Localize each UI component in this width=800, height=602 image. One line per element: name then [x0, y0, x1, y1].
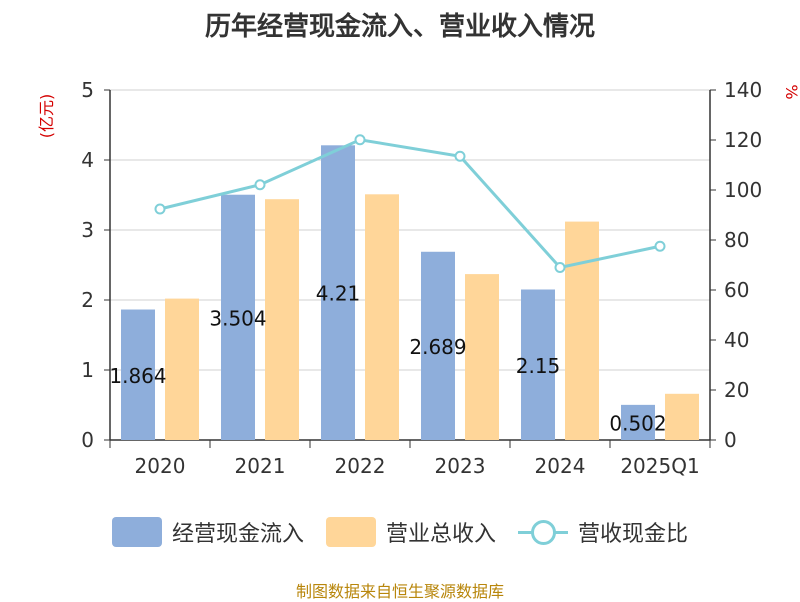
bar-revenue: [465, 274, 499, 440]
data-label-cash-inflow: 2.15: [516, 354, 561, 378]
left-tick-label: 3: [81, 218, 94, 242]
data-label-cash-inflow: 2.689: [409, 335, 466, 359]
data-label-cash-inflow: 1.864: [109, 364, 166, 388]
left-tick-label: 0: [81, 428, 94, 452]
right-axis-unit: %: [782, 84, 800, 99]
legend-label-cash-ratio: 营收现金比: [578, 522, 689, 547]
x-tick-label: 2022: [335, 454, 386, 478]
legend-line-marker-icon: [518, 517, 568, 547]
legend-item-cash-ratio[interactable]: 营收现金比: [518, 516, 688, 548]
legend-swatch-cash-inflow: [111, 517, 162, 547]
point-cash-ratio: [554, 262, 566, 273]
chart-title: 历年经营现金流入、营业收入情况: [204, 12, 595, 42]
bar-revenue: [365, 194, 399, 440]
bar-cash-inflow: [121, 309, 155, 440]
bar-revenue: [665, 393, 699, 440]
x-tick-label: 2025Q1: [620, 454, 699, 478]
point-cash-ratio: [654, 240, 666, 252]
legend-item-revenue[interactable]: 营业总收入: [325, 516, 496, 548]
x-tick-label: 2024: [535, 454, 586, 478]
point-cash-ratio: [354, 134, 366, 146]
right-tick-label: 40: [724, 328, 749, 352]
left-tick-label: 2: [81, 288, 94, 312]
left-tick-label: 5: [81, 78, 94, 102]
left-tick-label: 4: [81, 148, 94, 172]
bar-cash-inflow: [421, 251, 455, 440]
x-tick-label: 2021: [235, 454, 286, 478]
legend: 经营现金流入 营业总收入 营收现金比: [0, 516, 800, 548]
point-cash-ratio: [154, 203, 166, 215]
source-note: 制图数据来自恒生聚源数据库: [295, 582, 504, 601]
bar-revenue: [265, 199, 299, 440]
bar-cash-inflow: [521, 289, 555, 440]
legend-label-cash-inflow: 经营现金流入: [171, 522, 304, 547]
left-tick-label: 1: [81, 358, 94, 382]
data-label-cash-inflow: 0.502: [609, 411, 666, 435]
left-axis-unit: (亿元): [37, 94, 56, 139]
right-tick-label: 80: [724, 228, 749, 252]
bar-cash-inflow: [621, 404, 655, 440]
data-label-cash-inflow: 3.504: [209, 306, 266, 330]
legend-item-cash-inflow[interactable]: 经营现金流入: [111, 516, 304, 548]
point-cash-ratio: [454, 150, 466, 162]
bar-cash-inflow: [221, 194, 255, 440]
line-cash-ratio: [159, 138, 661, 270]
right-tick-label: 120: [724, 128, 762, 152]
data-label-cash-inflow: 4.21: [316, 282, 361, 306]
legend-label-revenue: 营业总收入: [385, 522, 496, 547]
right-tick-label: 60: [724, 278, 749, 302]
right-tick-label: 140: [724, 78, 762, 102]
x-tick-label: 2023: [435, 454, 486, 478]
right-tick-label: 20: [724, 378, 749, 402]
bar-cash-inflow: [321, 145, 355, 441]
point-cash-ratio: [254, 179, 266, 191]
bar-revenue: [565, 221, 599, 440]
x-tick-label: 2020: [135, 454, 186, 478]
bar-revenue: [165, 298, 199, 440]
right-tick-label: 0: [724, 428, 737, 452]
right-tick-label: 100: [724, 178, 762, 202]
legend-swatch-revenue: [325, 517, 376, 547]
